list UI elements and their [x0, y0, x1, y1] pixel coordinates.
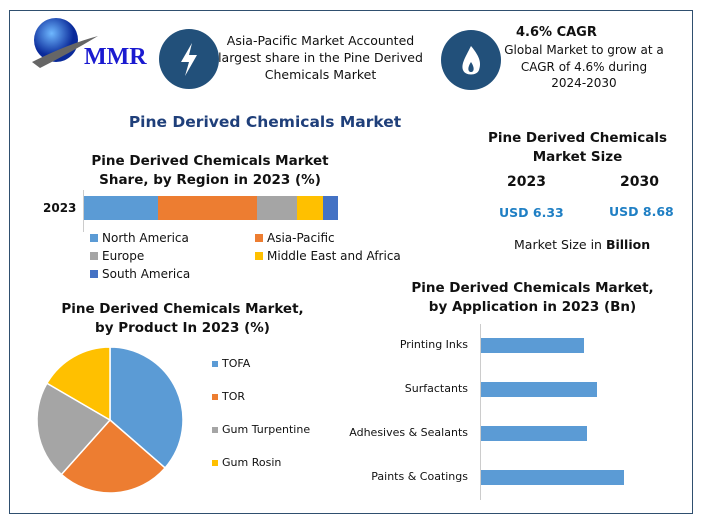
legend-label: Europe — [102, 249, 145, 263]
year-2030: 2030 — [620, 174, 659, 190]
highlight-region: Asia-Pacific Market Accounted largest sh… — [218, 33, 423, 82]
legend-label: TOR — [222, 390, 246, 403]
legend-swatch — [212, 393, 218, 400]
legend-item: Gum Turpentine — [212, 423, 310, 436]
application-label: Adhesives & Sealants — [349, 426, 468, 439]
application-label: Paints & Coatings — [371, 470, 468, 483]
legend-swatch — [90, 252, 98, 260]
cagr-heading: 4.6% CAGR — [516, 25, 597, 40]
application-axis — [480, 324, 481, 500]
pie-slice-gum-rosin — [45, 346, 111, 422]
product-pie — [36, 346, 184, 494]
logo: MMR — [28, 14, 148, 74]
legend-item: TOFA — [212, 357, 250, 370]
legend-item: Europe — [90, 249, 144, 263]
application-label: Printing Inks — [399, 338, 468, 351]
cagr-text: Global Market to grow at a CAGR of 4.6% … — [504, 43, 664, 90]
infographic-frame — [9, 10, 693, 514]
flame-icon — [441, 30, 501, 90]
year-2023: 2023 — [507, 174, 546, 190]
legend-item: TOR — [212, 390, 245, 403]
market-size-title: Pine Derived Chemicals Market Size — [487, 130, 668, 165]
product-chart-title: Pine Derived Chemicals Market, by Produc… — [61, 301, 304, 336]
legend-swatch — [255, 234, 263, 242]
lightning-icon — [159, 29, 219, 89]
legend-label: TOFA — [222, 357, 251, 370]
region-segment-europe — [256, 196, 298, 220]
market-size-note: Market Size in Billion — [514, 237, 651, 252]
legend-label: North America — [102, 231, 189, 245]
region-segment-asia-pacific — [157, 196, 257, 220]
main-title: Pine Derived Chemicals Market — [128, 113, 402, 131]
legend-swatch — [255, 252, 263, 260]
region-segment-north-america — [84, 196, 158, 220]
legend-label: Gum Turpentine — [222, 423, 311, 436]
legend-swatch — [212, 426, 218, 433]
legend-swatch — [212, 459, 218, 466]
region-stacked-bar — [84, 196, 338, 220]
application-bar — [481, 470, 624, 485]
legend-item: Gum Rosin — [212, 456, 281, 469]
region-segment-middle-east-and-africa — [297, 196, 323, 220]
legend-label: Gum Rosin — [222, 456, 282, 469]
application-bar — [481, 338, 584, 353]
legend-item: Middle East and Africa — [255, 249, 401, 263]
region-axis — [83, 190, 84, 232]
application-label: Surfactants — [404, 382, 468, 395]
value-2030: USD 8.68 — [609, 204, 674, 219]
value-2023: USD 6.33 — [499, 205, 564, 220]
pie-slice-gum-turpentine — [36, 382, 112, 476]
legend-item: South America — [90, 267, 190, 281]
svg-text:MMR: MMR — [84, 44, 147, 70]
legend-swatch — [212, 360, 218, 367]
pie-slice-tofa — [109, 346, 184, 469]
legend-label: Middle East and Africa — [267, 249, 401, 263]
region-chart-title: Pine Derived Chemicals Market Share, by … — [91, 153, 329, 188]
legend-label: South America — [102, 267, 191, 281]
region-axis-label: 2023 — [43, 201, 77, 215]
pie-slice-tor — [60, 418, 167, 494]
legend-swatch — [90, 234, 98, 242]
legend-swatch — [90, 270, 98, 278]
legend-item: Asia-Pacific — [255, 231, 335, 245]
region-segment-south-america — [322, 196, 338, 220]
application-chart-title: Pine Derived Chemicals Market, by Applic… — [411, 280, 654, 315]
legend-label: Asia-Pacific — [267, 231, 335, 245]
legend-item: North America — [90, 231, 189, 245]
application-bar — [481, 426, 587, 441]
application-bar — [481, 382, 598, 397]
